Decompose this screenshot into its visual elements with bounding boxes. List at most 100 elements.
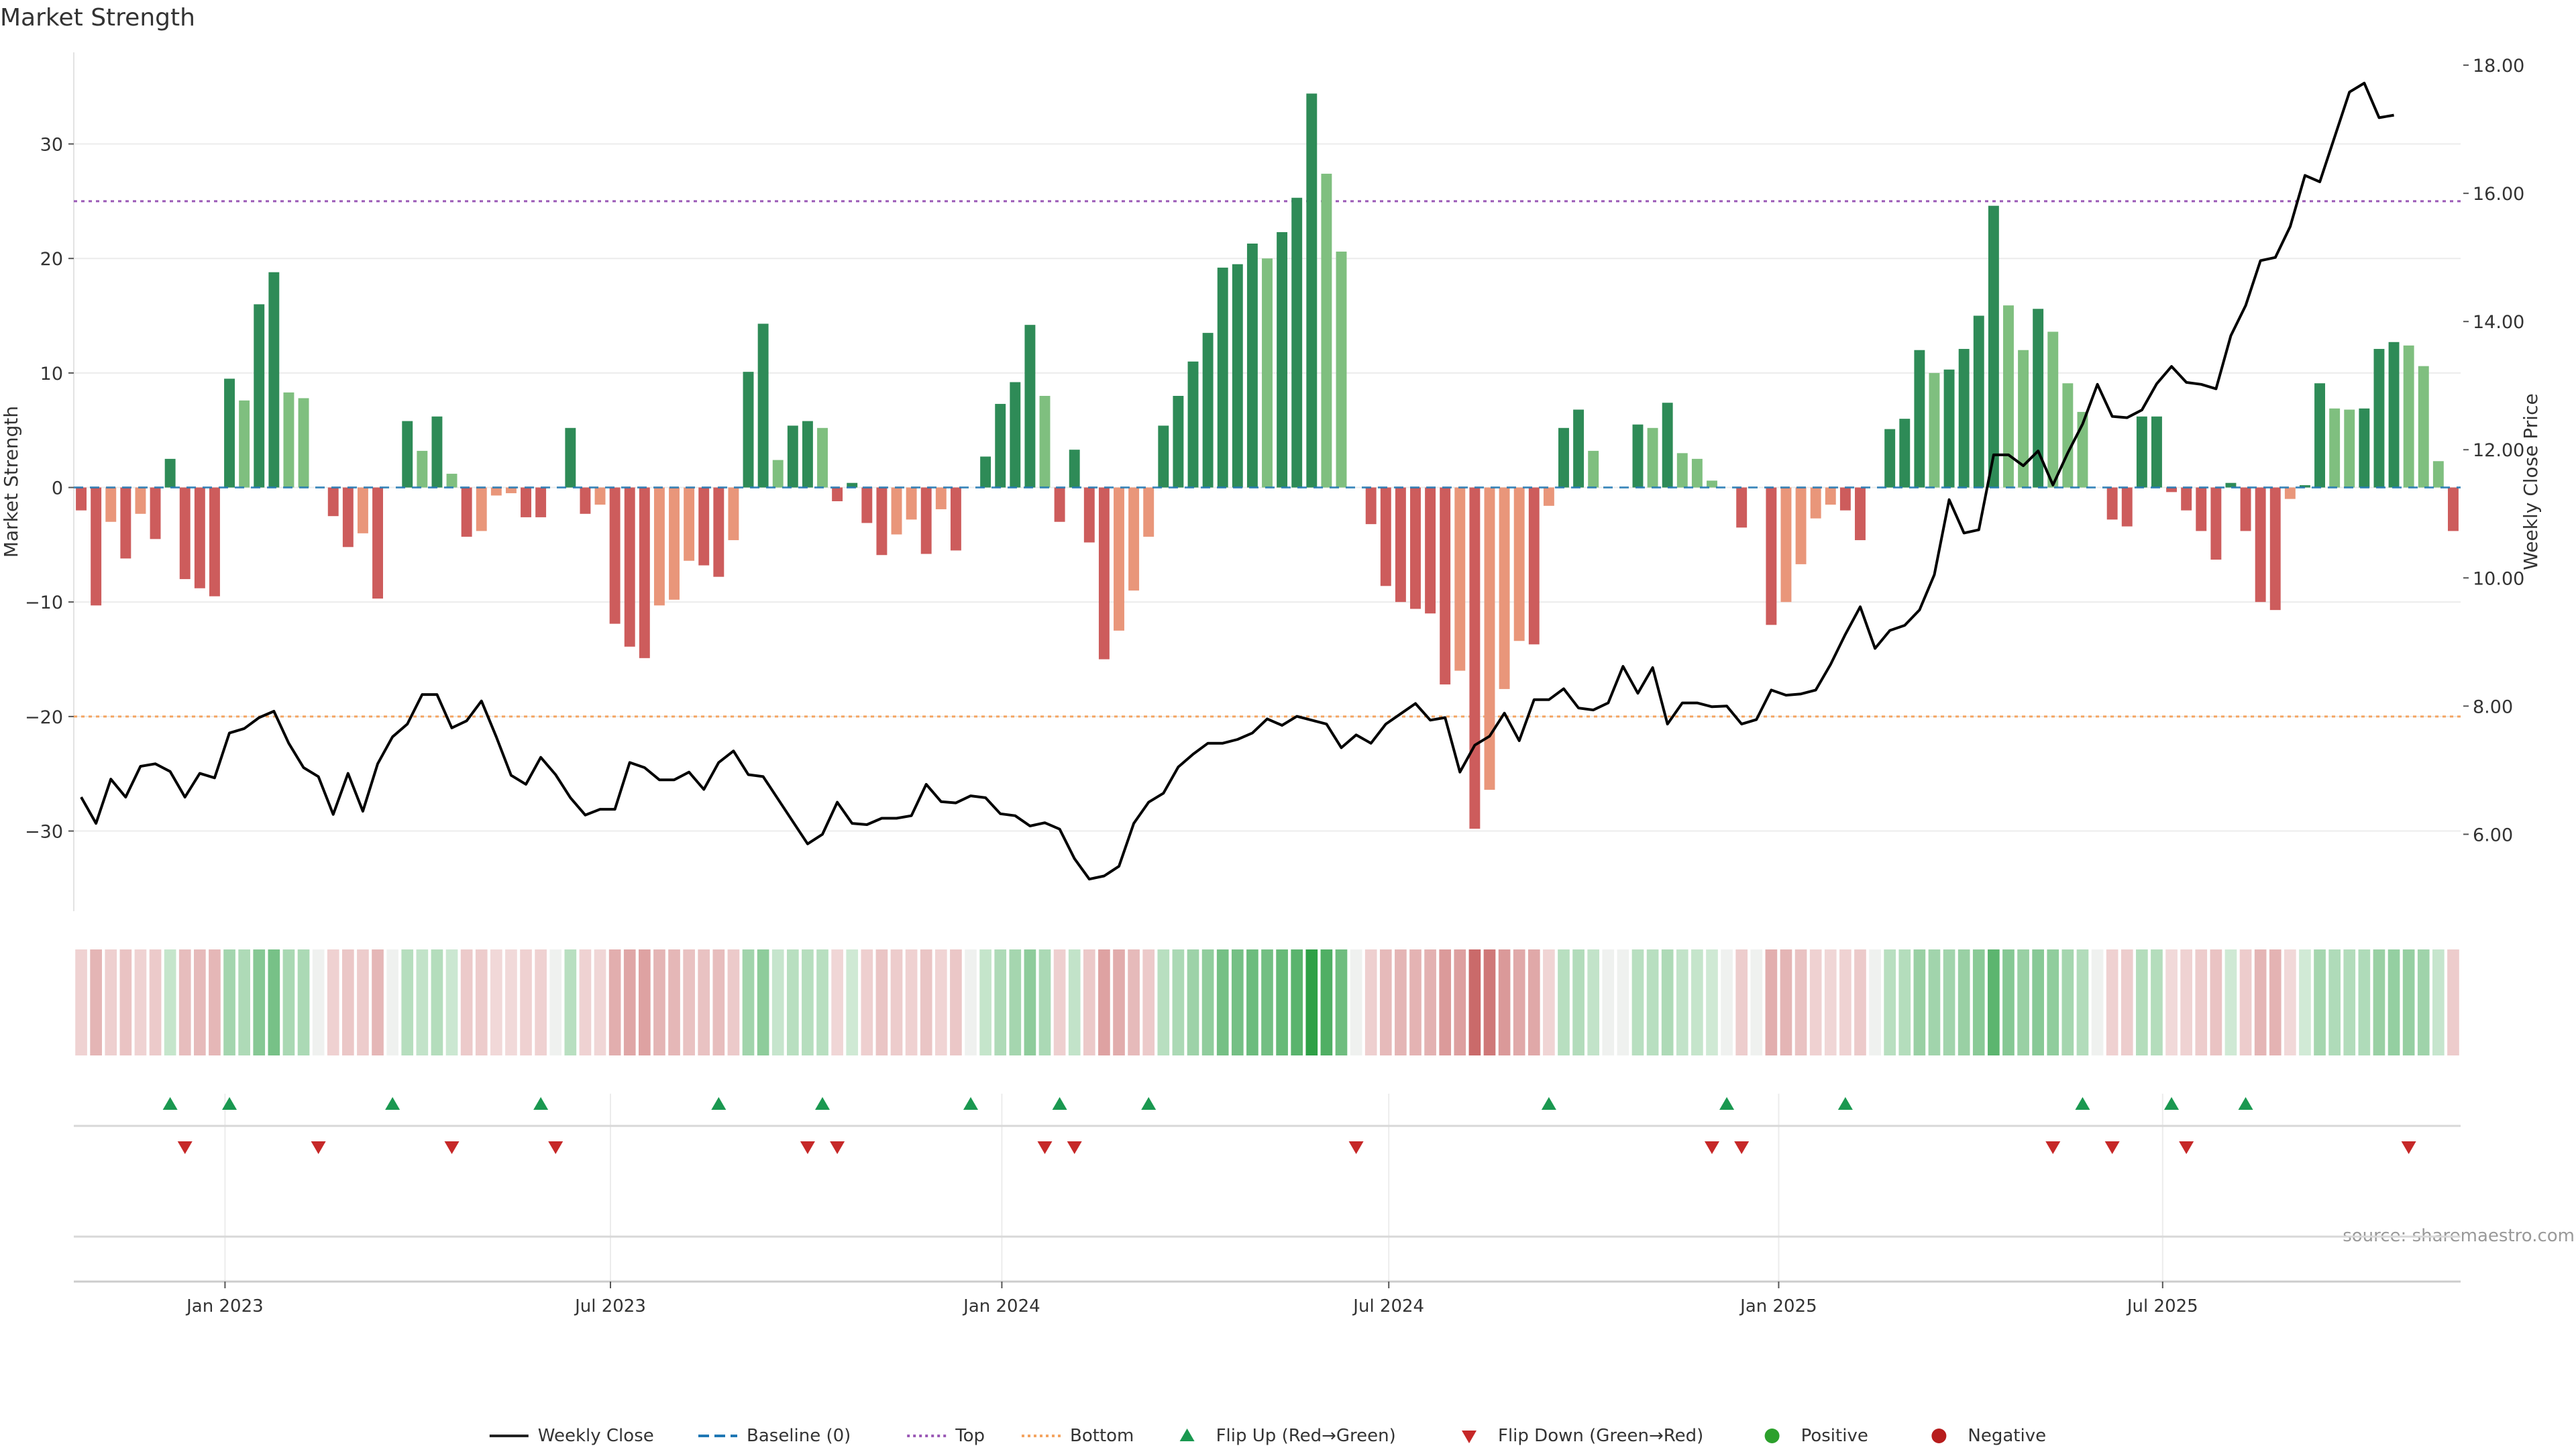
heat-cell [638,949,651,1055]
strength-bar [1173,396,1184,488]
strength-bar [743,372,754,488]
strength-bar [1647,427,1658,488]
heat-cell [1735,949,1748,1055]
flip-down-marker [2401,1141,2416,1154]
flip-down-marker [1067,1141,1082,1154]
strength-bar [609,487,621,624]
heat-cell [223,949,235,1055]
heat-cell [1483,949,1496,1055]
strength-bar [91,487,102,606]
heat-cell [194,949,206,1055]
flip-up-marker [2075,1097,2090,1110]
strength-bar [1899,419,1911,488]
strength-bar [1010,382,1021,488]
heat-cell [816,949,828,1055]
heat-cell [1928,949,1941,1055]
legend-swatch-flip-up [1179,1429,1195,1441]
legend-label: Negative [1968,1426,2046,1446]
strength-bar [995,403,1006,488]
heat-cell [2269,949,2282,1055]
strength-bar [135,487,146,514]
strength-bar [150,487,161,539]
strength-bar [684,487,695,561]
heat-cell [268,949,280,1055]
strength-bar [505,487,517,494]
strength-bar [283,392,294,488]
heat-cell [1053,949,1066,1055]
heat-cell [282,949,295,1055]
heat-cell [134,949,147,1055]
strength-bar [1114,487,1124,631]
heat-cell [1142,949,1155,1055]
heat-cell [297,949,310,1055]
flip-up-marker [1052,1097,1067,1110]
strength-bar [2269,487,2281,611]
x-tick-label: Jul 2024 [1352,1296,1424,1316]
strength-bar [1558,427,1569,488]
heat-cell [875,949,888,1055]
legend-label: Top [955,1426,985,1446]
heat-cell [1468,949,1481,1055]
strength-bar [1469,487,1481,829]
strength-bar [1484,487,1495,790]
strength-bar [342,487,354,548]
strength-bar [802,421,813,488]
heat-cell [178,949,191,1055]
strength-bar [713,487,724,577]
heat-cell [831,949,843,1055]
heat-cell [1276,949,1288,1055]
heat-cell [1038,949,1051,1055]
strength-bar [876,487,888,556]
flip-down-marker [548,1141,564,1154]
heat-cell [771,949,784,1055]
heat-cell [564,949,577,1055]
strength-bar [1973,315,1984,488]
heat-cell [2314,949,2326,1055]
legend-label: Flip Down (Green→Red) [1498,1426,1703,1446]
heat-cell [1305,949,1318,1055]
heat-cell [1646,949,1659,1055]
strength-bar [772,460,784,488]
strength-bar [1410,487,1421,609]
strength-bar [2432,461,2444,488]
strength-bar [1262,258,1273,488]
x-tick-label: Jan 2025 [1739,1296,1817,1316]
strength-bar [653,487,665,606]
strength-bar [1321,173,1332,488]
heat-cell [2328,949,2341,1055]
strength-bar [446,474,458,488]
heat-cell [1201,949,1214,1055]
heat-cell [209,949,221,1055]
strength-bar [891,487,902,535]
heat-cell [1898,949,1911,1055]
flip-up-marker [162,1097,178,1110]
legend-swatch-dot [1931,1429,1947,1443]
flip-up-marker [1141,1097,1157,1110]
strength-bar [1039,396,1051,488]
heat-cell [2239,949,2252,1055]
strength-bar [1736,487,1748,528]
strength-bar [2033,309,2044,488]
heat-cell [1083,949,1095,1055]
chart-title: Market Strength [0,4,195,32]
strength-bar [1440,487,1451,685]
heat-cell [1128,949,1140,1055]
heat-cell [2047,949,2059,1055]
strength-bar [1707,480,1717,488]
flip-up-marker [711,1097,727,1110]
heat-cell [653,949,665,1055]
strength-bar [1217,267,1228,488]
legend-swatch-flip-down [1462,1431,1477,1443]
strength-bar [1691,458,1703,488]
strength-bar [1884,429,1896,488]
heat-cell [861,949,873,1055]
strength-bar [1054,487,1065,522]
legend-item: Positive [1764,1426,1868,1446]
legend-item: Top [907,1426,985,1446]
flip-down-marker [1704,1141,1719,1154]
heat-cell [1335,949,1348,1055]
heat-cell [1172,949,1185,1055]
heat-cell [1424,949,1436,1055]
strength-bar [935,487,947,509]
strength-bar [2359,408,2370,488]
